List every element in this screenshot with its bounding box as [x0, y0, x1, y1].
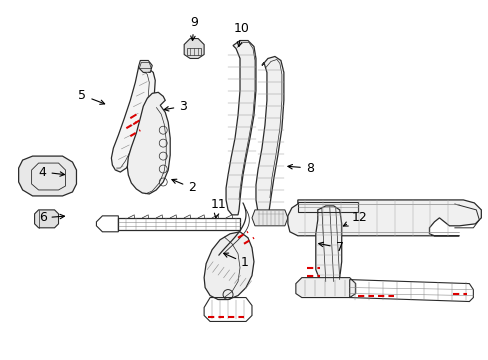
- Text: 7: 7: [318, 241, 343, 254]
- Polygon shape: [138, 60, 152, 72]
- Polygon shape: [225, 41, 255, 215]
- Text: 12: 12: [343, 211, 367, 226]
- Polygon shape: [111, 64, 155, 172]
- Text: 4: 4: [39, 166, 64, 179]
- Text: 5: 5: [78, 89, 104, 104]
- Text: 2: 2: [172, 179, 196, 194]
- Text: 9: 9: [190, 16, 198, 41]
- Text: 3: 3: [164, 100, 187, 113]
- Polygon shape: [127, 92, 170, 194]
- Polygon shape: [184, 39, 203, 58]
- Polygon shape: [315, 206, 341, 284]
- Text: 10: 10: [234, 22, 249, 46]
- Text: 6: 6: [39, 211, 64, 224]
- Polygon shape: [203, 232, 253, 300]
- Text: 11: 11: [210, 198, 225, 218]
- Text: 1: 1: [224, 253, 248, 269]
- Polygon shape: [287, 200, 480, 236]
- Polygon shape: [251, 210, 287, 226]
- Polygon shape: [255, 57, 284, 218]
- Polygon shape: [35, 210, 59, 228]
- Polygon shape: [295, 278, 355, 298]
- Text: 8: 8: [287, 162, 313, 175]
- Polygon shape: [19, 156, 76, 196]
